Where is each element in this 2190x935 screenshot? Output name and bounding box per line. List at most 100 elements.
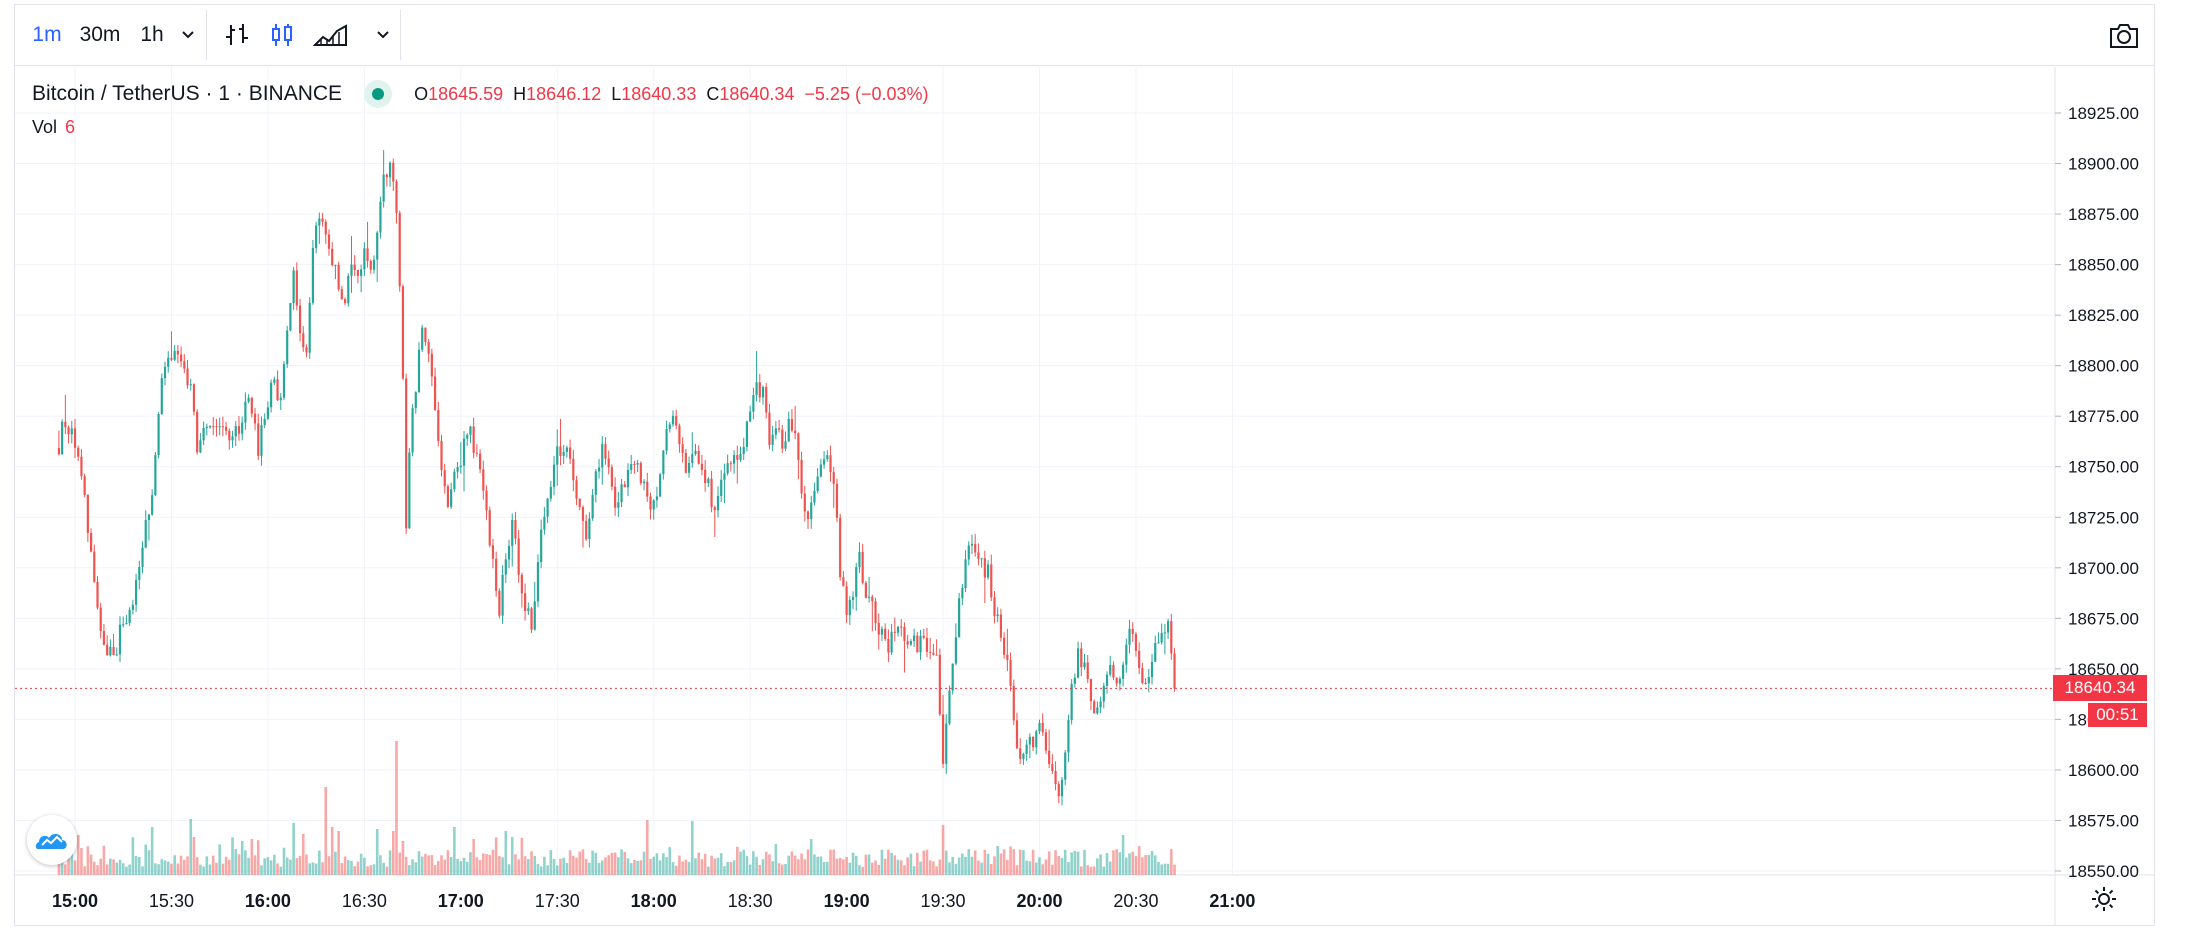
candle-body (225, 426, 228, 431)
candle-body (276, 379, 279, 401)
candle-body (649, 496, 652, 510)
candle-body (880, 628, 884, 635)
volume-bar (459, 861, 463, 875)
time-axis[interactable]: 15:00 15:30 16:00 16:30 17:00 17:30 18:00 18:30… (52, 891, 1255, 911)
volume-bar (510, 837, 514, 875)
time-tick-label: 17:00 (438, 891, 484, 911)
candle-body (154, 455, 157, 496)
candle-body (170, 357, 173, 360)
candlesticks (57, 150, 1176, 806)
volume-bar (877, 864, 881, 875)
candle-body (125, 622, 128, 625)
volume-bar (298, 855, 302, 875)
volume-bar (887, 849, 890, 875)
camera-icon[interactable] (2106, 18, 2142, 59)
volume-bar (324, 787, 328, 875)
volume-bar (797, 859, 800, 875)
volume-bar (848, 862, 852, 875)
candle-body (363, 248, 366, 270)
candle-body (160, 378, 163, 415)
candle-body (665, 428, 668, 451)
time-tick-label: 19:30 (921, 891, 966, 911)
volume-bar (687, 861, 691, 875)
candle-body (366, 248, 369, 261)
candle-body (482, 469, 485, 491)
bar-chart-icon[interactable] (219, 4, 255, 66)
candlestick-icon[interactable] (264, 4, 300, 66)
candle-body (89, 532, 93, 552)
volume-bar (109, 858, 112, 875)
interval-1h-button[interactable]: 1h (140, 23, 164, 46)
candle-body (578, 498, 581, 508)
candle-body (250, 397, 253, 414)
volume-bar (996, 846, 1000, 875)
area-chart-icon[interactable] (309, 4, 353, 66)
candle-body (144, 520, 147, 548)
candle-body (591, 494, 594, 519)
candle-body (1009, 660, 1012, 686)
candle-body (131, 604, 134, 610)
candle-body (208, 426, 212, 428)
candle-body (974, 543, 977, 553)
tradingview-logo-icon[interactable] (27, 815, 77, 865)
candle-body (610, 467, 614, 487)
candle-body (575, 480, 578, 499)
volume-bar (916, 852, 919, 875)
candle-body (196, 411, 199, 453)
candle-body (1083, 662, 1086, 668)
volume-bar (250, 839, 254, 875)
candle-body (424, 327, 427, 343)
candle-body (343, 299, 347, 304)
volume-bar (642, 851, 646, 875)
candle-body (726, 463, 729, 474)
interval-30m-button[interactable]: 30m (79, 23, 121, 46)
volume-bar (395, 741, 398, 875)
candle-body (315, 225, 318, 249)
volume-bar (80, 847, 83, 875)
chevron-down-icon[interactable] (174, 4, 202, 66)
interval-1m-button[interactable]: 1m (32, 23, 62, 46)
chevron-down-icon[interactable] (369, 4, 397, 66)
volume-bar (1041, 864, 1045, 875)
candle-body (292, 270, 295, 304)
price-tick-label: 18825.00 (2068, 306, 2139, 325)
candle-body (1163, 632, 1166, 634)
candle-body (514, 519, 517, 539)
symbol-title[interactable]: Bitcoin / TetherUS · 1 · BINANCE (32, 82, 343, 105)
volume-bar (543, 856, 546, 875)
price-axis[interactable]: 18925.00 18900.00 18875.00 18850.00 18825.00… (2055, 104, 2139, 881)
volume-bar (562, 857, 565, 875)
volume-bar (507, 864, 511, 875)
time-tick-label: 18:00 (631, 891, 677, 911)
volume-bar (498, 856, 501, 875)
gear-icon[interactable] (2090, 885, 2118, 918)
price-tick-label: 18650.00 (2068, 660, 2139, 679)
volume-bar (1153, 855, 1157, 875)
candle-body (524, 593, 527, 611)
volume-bar (912, 866, 916, 875)
candle-body (810, 502, 813, 519)
volume-bar (665, 857, 668, 875)
candle-body (67, 427, 70, 435)
candle-body (360, 269, 363, 276)
candle-body (1109, 664, 1112, 675)
volume-bar (131, 837, 135, 875)
volume-bar (819, 856, 823, 875)
candle-body (826, 455, 829, 460)
candle-body (765, 387, 768, 413)
volume-bar (1105, 852, 1109, 875)
candle-body (636, 463, 639, 465)
candle-body (890, 631, 893, 653)
volume-bar (1073, 850, 1077, 875)
volume-bar (1121, 835, 1125, 875)
candle-body (1093, 701, 1096, 714)
candle-body (414, 392, 417, 409)
volume-bar (482, 853, 485, 875)
candle-body (453, 471, 456, 490)
candle-body (73, 428, 77, 448)
candle-body (1089, 678, 1093, 702)
candle-body (1038, 722, 1041, 732)
volume-bar (565, 862, 569, 875)
volume-bar (928, 860, 932, 875)
